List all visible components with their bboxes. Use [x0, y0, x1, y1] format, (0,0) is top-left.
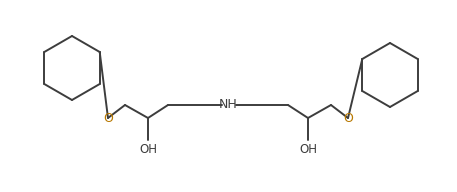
Text: O: O	[103, 112, 113, 124]
Text: NH: NH	[218, 98, 237, 112]
Text: OH: OH	[299, 143, 317, 156]
Text: O: O	[343, 112, 353, 124]
Text: OH: OH	[139, 143, 157, 156]
